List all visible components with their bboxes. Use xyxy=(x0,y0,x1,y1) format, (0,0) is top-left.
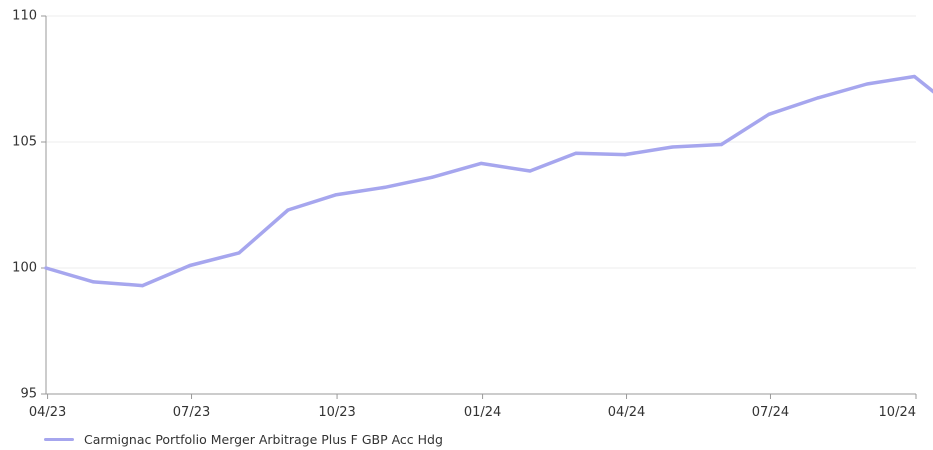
data-point xyxy=(44,266,48,270)
x-tick-label: 01/24 xyxy=(464,405,501,420)
data-point xyxy=(382,185,387,189)
x-tick-label: 07/23 xyxy=(173,405,210,420)
y-tick-label: 105 xyxy=(12,135,37,150)
data-point xyxy=(816,96,820,100)
data-point xyxy=(719,142,724,147)
data-point xyxy=(528,169,532,173)
data-point xyxy=(574,151,578,155)
data-point xyxy=(623,153,627,157)
data-point xyxy=(767,112,771,116)
x-tick-label: 04/24 xyxy=(608,405,645,420)
y-tick-label: 110 xyxy=(12,9,37,24)
data-point xyxy=(91,280,96,284)
data-point xyxy=(479,161,483,166)
data-point xyxy=(912,74,917,79)
legend-label: Carmignac Portfolio Merger Arbitrage Plu… xyxy=(84,431,443,447)
data-point xyxy=(333,193,338,197)
x-tick-label: 10/24 xyxy=(879,405,916,420)
data-point xyxy=(188,263,192,268)
data-point xyxy=(865,82,869,86)
y-tick-label: 95 xyxy=(20,387,37,402)
legend-swatch xyxy=(44,437,74,441)
data-point xyxy=(140,284,145,288)
data-point xyxy=(670,145,675,149)
x-tick-label: 10/23 xyxy=(318,405,355,420)
series-line-0 xyxy=(44,74,933,288)
data-point xyxy=(430,175,434,179)
x-tick-label: 04/23 xyxy=(29,405,66,420)
legend: Carmignac Portfolio Merger Arbitrage Plu… xyxy=(44,431,443,447)
y-tick-label: 100 xyxy=(12,261,37,276)
x-tick-label: 07/24 xyxy=(752,405,789,420)
data-point xyxy=(286,208,290,212)
data-point xyxy=(237,251,241,255)
